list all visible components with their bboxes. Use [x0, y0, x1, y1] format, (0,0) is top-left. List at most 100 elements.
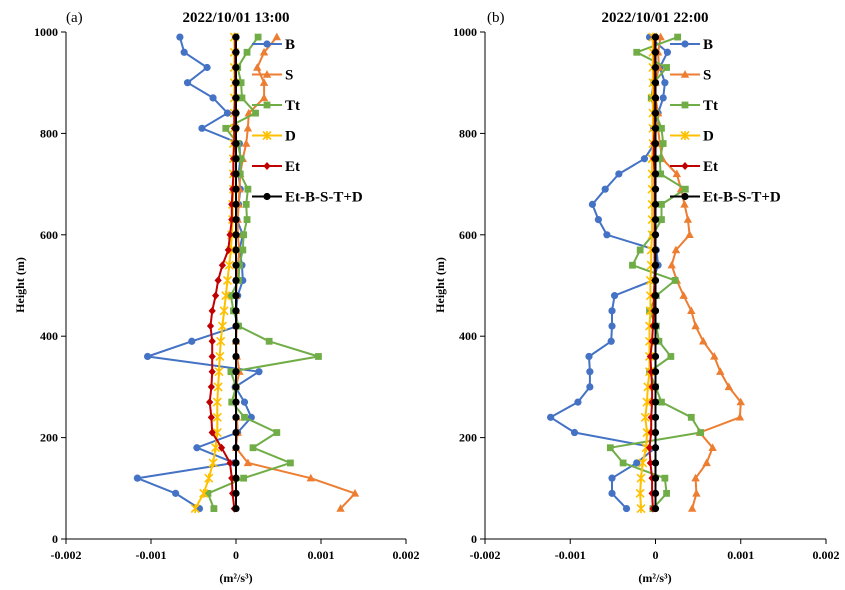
point	[735, 412, 745, 421]
point	[232, 231, 240, 239]
point	[216, 336, 226, 346]
point	[603, 231, 611, 239]
point	[651, 155, 660, 163]
point	[683, 215, 693, 223]
point	[651, 444, 660, 452]
point	[208, 458, 218, 468]
chart-title: 2022/10/01 13:00	[182, 10, 289, 26]
point	[687, 413, 695, 421]
point	[651, 170, 660, 178]
legend-item: B	[252, 37, 295, 53]
point	[212, 412, 222, 422]
point	[642, 397, 652, 407]
point	[232, 352, 240, 361]
x-tick-label: 0.001	[727, 548, 754, 562]
point	[259, 78, 269, 86]
point	[240, 474, 248, 482]
point	[232, 48, 240, 56]
point	[685, 230, 694, 238]
y-tick-label: 1000	[453, 25, 477, 39]
y-axis-label: Height (m)	[13, 257, 27, 313]
point	[176, 33, 184, 41]
point	[681, 185, 689, 193]
x-tick-label: -0.002	[470, 548, 501, 562]
point	[586, 368, 594, 376]
panel-b: (b) 2022/10/01 22:00 (m²/s³) Height (m) …	[433, 10, 840, 585]
point	[651, 398, 660, 406]
point	[190, 504, 200, 514]
x-tick-label: -0.001	[555, 548, 586, 562]
point	[232, 368, 240, 376]
x-tick-label: 0	[233, 548, 239, 562]
point	[663, 64, 670, 71]
point	[636, 246, 644, 254]
point	[212, 397, 222, 407]
point	[680, 70, 690, 78]
point	[207, 382, 215, 391]
point	[265, 337, 273, 345]
point	[657, 170, 665, 178]
point	[658, 200, 665, 208]
legend-item: Et	[670, 159, 718, 175]
point	[574, 398, 582, 406]
series-et	[206, 33, 239, 513]
point	[273, 429, 281, 436]
point	[651, 413, 660, 421]
point	[218, 261, 226, 270]
point	[659, 140, 667, 147]
y-tick-label: 600	[40, 228, 58, 242]
point	[217, 443, 226, 452]
point	[232, 200, 240, 208]
point	[651, 428, 660, 437]
point	[198, 124, 206, 132]
point	[227, 368, 235, 376]
point	[608, 322, 616, 330]
x-tick-label: 0.002	[813, 548, 840, 562]
y-tick-label: 600	[459, 228, 477, 242]
point	[663, 48, 672, 56]
point	[242, 139, 251, 147]
point	[336, 504, 345, 512]
legend-label: Et	[703, 159, 718, 175]
point	[232, 413, 240, 421]
point	[651, 246, 660, 254]
point	[651, 261, 660, 269]
point	[232, 33, 240, 41]
point	[224, 260, 234, 270]
point	[638, 458, 648, 468]
x-axis-label: (m²/s³)	[219, 571, 252, 585]
point	[226, 230, 234, 239]
point	[259, 93, 269, 102]
point	[672, 169, 682, 178]
point	[724, 382, 734, 391]
legend-label: D	[703, 129, 714, 145]
point	[232, 307, 240, 315]
point	[658, 398, 665, 406]
point	[221, 291, 231, 301]
point	[232, 246, 240, 254]
point	[622, 504, 631, 513]
legend-item: D	[670, 129, 714, 145]
point	[691, 321, 700, 330]
point	[608, 307, 616, 315]
point	[619, 459, 627, 467]
point	[608, 489, 616, 497]
point	[636, 504, 646, 514]
y-tick-label: 0	[471, 532, 477, 546]
series-et-b-s-t-d	[651, 33, 660, 513]
point	[206, 322, 215, 331]
point	[671, 245, 681, 254]
point	[214, 367, 224, 377]
point	[232, 474, 240, 482]
point	[594, 215, 602, 224]
point	[232, 292, 240, 300]
point	[547, 413, 555, 421]
point	[651, 231, 660, 239]
point	[643, 382, 653, 392]
x-tick-label: 0	[653, 548, 659, 562]
point	[263, 101, 271, 109]
point	[674, 33, 682, 41]
point	[647, 367, 655, 376]
legend-item: Tt	[252, 98, 300, 114]
panel-label: (b)	[487, 10, 505, 26]
